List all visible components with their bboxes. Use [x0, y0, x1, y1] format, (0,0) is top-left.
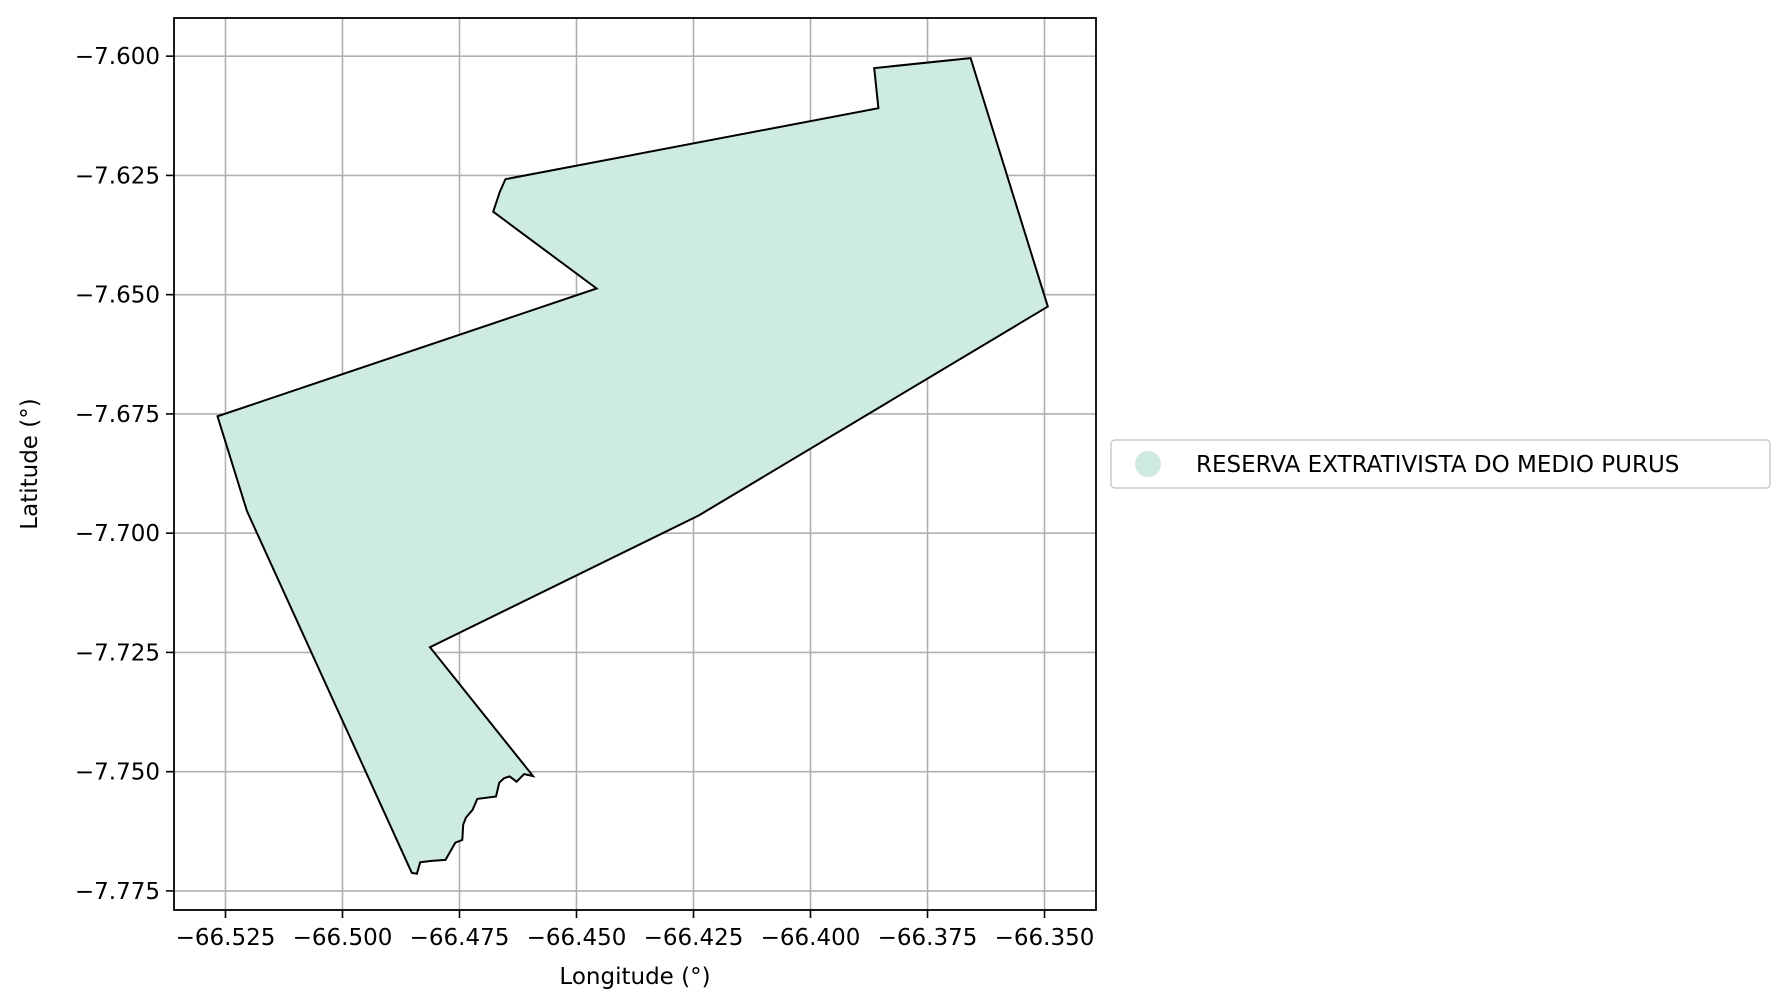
reserve-boundary-polygon: [216, 57, 1049, 875]
x-tick-label: −66.375: [878, 925, 978, 951]
y-tick-label: −7.700: [75, 521, 160, 547]
y-tick-label: −7.675: [75, 402, 160, 428]
y-tick-label: −7.650: [75, 283, 160, 309]
x-axis-ticks: −66.525 −66.500 −66.475 −66.450 −66.425 −66.4…: [176, 910, 1095, 951]
x-tick-label: −66.350: [995, 925, 1095, 951]
y-axis-ticks: −7.600 −7.625 −7.650 −7.675 −7.700 −7.725 −7.7…: [75, 44, 174, 905]
y-axis-title: Latitude (°): [17, 398, 43, 529]
x-axis-title: Longitude (°): [559, 964, 710, 990]
y-tick-label: −7.750: [75, 760, 160, 786]
x-tick-label: −66.475: [410, 925, 510, 951]
y-tick-label: −7.625: [75, 163, 160, 189]
y-tick-label: −7.775: [75, 879, 160, 905]
y-tick-label: −7.725: [75, 640, 160, 666]
legend-frame: [1110, 439, 1771, 489]
legend-entry-label: RESERVA EXTRATIVISTA DO MEDIO PURUS: [1196, 452, 1679, 478]
x-tick-label: −66.400: [761, 925, 861, 951]
x-tick-label: −66.450: [527, 925, 627, 951]
legend-swatch-marker: [1135, 451, 1161, 477]
y-tick-label: −7.600: [75, 44, 160, 70]
axes-frame: [173, 17, 1097, 911]
x-tick-label: −66.525: [176, 925, 276, 951]
x-tick-label: −66.425: [644, 925, 744, 951]
x-tick-label: −66.500: [293, 925, 393, 951]
legend: RESERVA EXTRATIVISTA DO MEDIO PURUS: [1110, 439, 1771, 489]
